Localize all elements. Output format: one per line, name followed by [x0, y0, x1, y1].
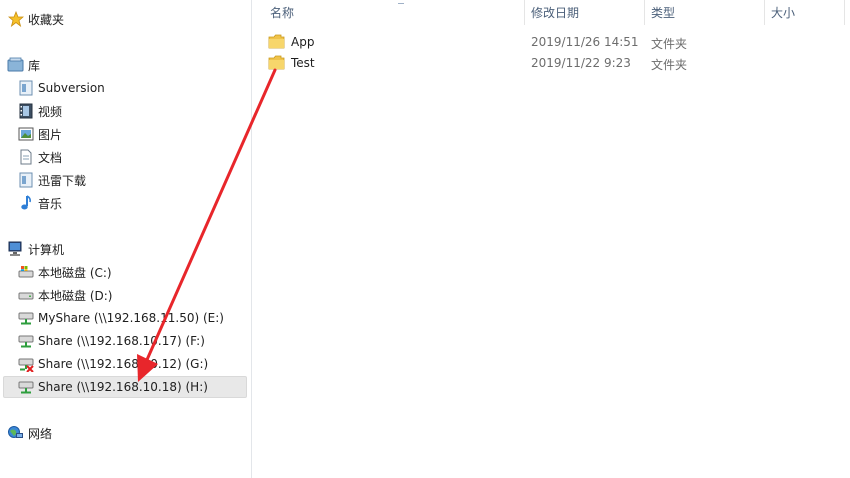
- nav-library-thunder-downloads[interactable]: 迅雷下载: [16, 169, 86, 191]
- nav-library-label: 文档: [38, 150, 63, 165]
- nav-drive-c[interactable]: 本地磁盘 (C:): [16, 261, 112, 283]
- file-name: App: [291, 35, 315, 49]
- nav-library-label: 视频: [38, 104, 63, 119]
- file-type: 文件夹: [651, 37, 688, 51]
- nav-library-documents[interactable]: 文档: [16, 146, 62, 168]
- file-date: 2019/11/26 14:51: [531, 35, 639, 49]
- nav-computer-label: 计算机: [28, 242, 65, 257]
- file-list-pane: 名称 修改日期 类型 大小 App 2019/11/26 14:51 文件夹 T…: [252, 0, 850, 478]
- file-name: Test: [291, 56, 315, 70]
- nav-drive-label: 本地磁盘 (C:): [38, 265, 112, 280]
- local-drive-icon: [16, 286, 36, 304]
- file-row[interactable]: Test 2019/11/22 9:23 文件夹: [268, 53, 848, 74]
- pictures-library-icon: [16, 125, 36, 143]
- nav-library-label: 库: [28, 58, 41, 73]
- network-drive-icon: [16, 378, 36, 396]
- column-divider[interactable]: [764, 0, 765, 25]
- computer-icon: [6, 240, 26, 258]
- nav-favorites-label: 收藏夹: [28, 12, 65, 27]
- network-drive-icon: [16, 332, 36, 350]
- nav-network-label: 网络: [28, 426, 53, 441]
- nav-computer[interactable]: 计算机: [6, 238, 64, 260]
- file-date: 2019/11/22 9:23: [531, 56, 631, 70]
- star-icon: [6, 10, 26, 28]
- nav-drive-e[interactable]: MyShare (\\192.168.11.50) (E:): [16, 307, 224, 329]
- column-divider[interactable]: [524, 0, 525, 25]
- nav-library-label: 音乐: [38, 196, 63, 211]
- nav-library-pictures[interactable]: 图片: [16, 123, 62, 145]
- nav-library-music[interactable]: 音乐: [16, 192, 62, 214]
- nav-network[interactable]: 网络: [6, 422, 52, 444]
- nav-drive-g[interactable]: Share (\\192.168.10.12) (G:): [16, 353, 208, 375]
- nav-library-label: Subversion: [38, 81, 105, 95]
- column-header-date[interactable]: 修改日期: [531, 6, 580, 20]
- nav-library-subversion[interactable]: Subversion: [16, 77, 105, 99]
- nav-drive-label: MyShare (\\192.168.11.50) (E:): [38, 311, 224, 325]
- folder-icon: [268, 34, 285, 52]
- nav-drive-f[interactable]: Share (\\192.168.10.17) (F:): [16, 330, 205, 352]
- nav-favorites[interactable]: 收藏夹: [6, 8, 64, 30]
- library-icon: [6, 56, 26, 74]
- nav-drive-label: Share (\\192.168.10.18) (H:): [38, 380, 208, 394]
- music-note-icon: [16, 194, 36, 212]
- column-divider[interactable]: [844, 0, 845, 25]
- sort-indicator-icon: [398, 0, 404, 4]
- downloads-library-icon: [16, 171, 36, 189]
- nav-library[interactable]: 库: [6, 54, 40, 76]
- nav-library-label: 迅雷下载: [38, 173, 87, 188]
- nav-drive-d[interactable]: 本地磁盘 (D:): [16, 284, 112, 306]
- column-header-type[interactable]: 类型: [651, 6, 676, 20]
- documents-library-icon: [16, 148, 36, 166]
- network-icon: [6, 424, 26, 442]
- file-row[interactable]: App 2019/11/26 14:51 文件夹: [268, 32, 848, 53]
- network-drive-icon: [16, 309, 36, 327]
- column-header-name[interactable]: 名称: [270, 6, 295, 20]
- nav-drive-h[interactable]: Share (\\192.168.10.18) (H:): [3, 376, 247, 398]
- column-divider[interactable]: [644, 0, 645, 25]
- nav-drive-label: Share (\\192.168.10.17) (F:): [38, 334, 205, 348]
- folder-icon: [268, 55, 285, 73]
- system-drive-icon: [16, 263, 36, 281]
- column-header-size[interactable]: 大小: [771, 6, 796, 20]
- subversion-library-icon: [16, 79, 36, 97]
- nav-library-videos[interactable]: 视频: [16, 100, 62, 122]
- video-library-icon: [16, 102, 36, 120]
- disconnected-network-drive-icon: [16, 355, 36, 373]
- navigation-pane: 收藏夹 库 Subversion 视频 图片 文档 迅雷下载: [0, 0, 252, 478]
- nav-drive-label: Share (\\192.168.10.12) (G:): [38, 357, 209, 371]
- nav-drive-label: 本地磁盘 (D:): [38, 288, 113, 303]
- file-type: 文件夹: [651, 58, 688, 72]
- nav-library-label: 图片: [38, 127, 63, 142]
